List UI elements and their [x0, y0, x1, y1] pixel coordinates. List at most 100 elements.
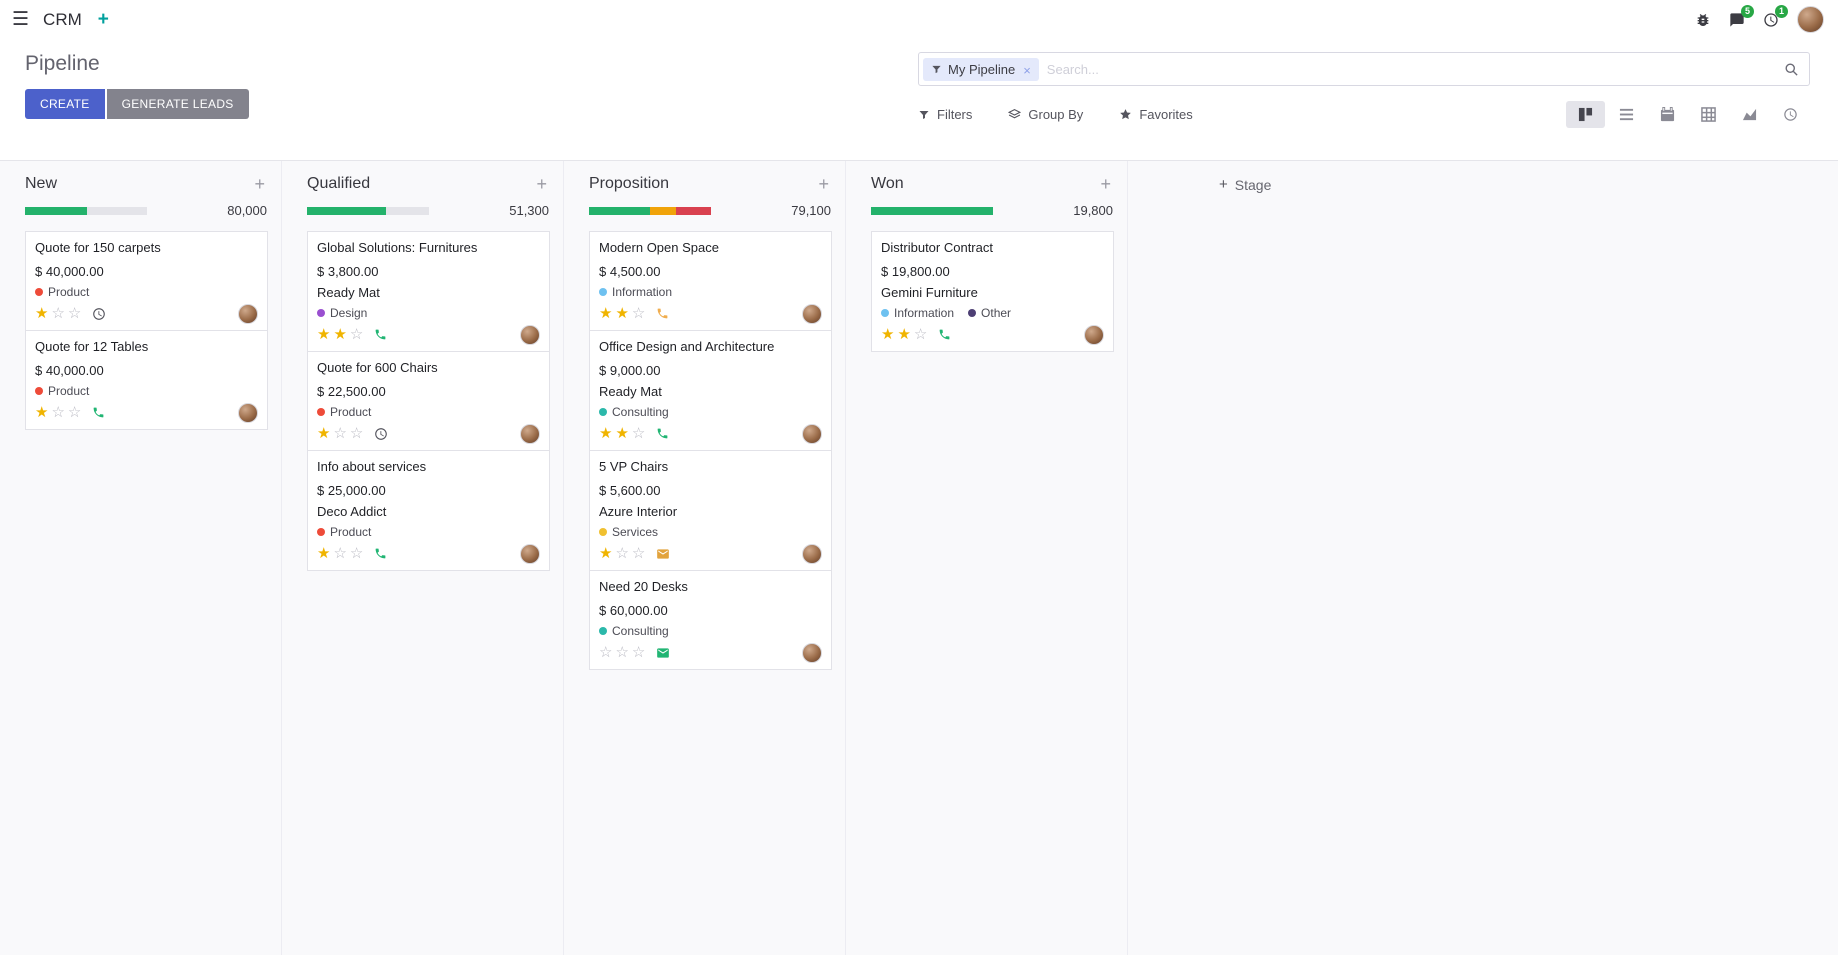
kanban-card[interactable]: Quote for 600 Chairs $ 22,500.00 Product… — [307, 350, 550, 451]
phone-activity-icon[interactable] — [656, 427, 669, 440]
column-progressbar[interactable] — [25, 206, 147, 215]
filters-menu[interactable]: Filters — [918, 107, 972, 122]
view-activity-button[interactable] — [1771, 101, 1810, 128]
star-empty-icon[interactable]: ☆ — [631, 425, 646, 443]
view-calendar-button[interactable] — [1648, 101, 1687, 128]
star-empty-icon[interactable]: ☆ — [333, 545, 347, 563]
column-quick-add-icon[interactable]: + — [254, 174, 265, 194]
star-empty-icon[interactable]: ☆ — [913, 326, 928, 344]
debug-bug-icon[interactable] — [1695, 12, 1711, 28]
phone-activity-icon[interactable] — [374, 547, 387, 560]
kanban-card[interactable]: Global Solutions: Furnitures $ 3,800.00 … — [307, 231, 550, 352]
progress-segment[interactable] — [675, 206, 711, 215]
generate-leads-button[interactable]: GENERATE LEADS — [106, 89, 249, 119]
view-kanban-button[interactable] — [1566, 101, 1605, 128]
star-filled-icon[interactable]: ★ — [317, 545, 331, 563]
column-progressbar[interactable] — [307, 206, 429, 215]
kanban-card[interactable]: Quote for 150 carpets $ 40,000.00 Produc… — [25, 231, 268, 331]
kanban-card[interactable]: Need 20 Desks $ 60,000.00 Consulting ☆ ☆ ☆ — [589, 569, 832, 670]
progress-segment[interactable] — [871, 206, 993, 215]
kanban-card[interactable]: Quote for 12 Tables $ 40,000.00 Product … — [25, 329, 268, 430]
star-empty-icon[interactable]: ☆ — [67, 404, 82, 422]
column-title[interactable]: Proposition — [589, 175, 670, 192]
column-quick-add-icon[interactable]: + — [1100, 174, 1111, 194]
card-assignee-avatar[interactable] — [520, 324, 540, 345]
star-filled-icon[interactable]: ★ — [599, 425, 613, 443]
kanban-card[interactable]: Distributor Contract $ 19,800.00 Gemini … — [871, 231, 1114, 352]
star-empty-icon[interactable]: ☆ — [349, 425, 364, 443]
star-filled-icon[interactable]: ★ — [317, 326, 331, 344]
column-title[interactable]: Qualified — [307, 175, 371, 192]
view-pivot-button[interactable] — [1689, 101, 1728, 128]
phone-activity-icon[interactable] — [656, 307, 669, 320]
star-empty-icon[interactable]: ☆ — [51, 305, 65, 323]
user-avatar[interactable] — [1797, 6, 1824, 33]
phone-activity-icon[interactable] — [92, 406, 105, 419]
star-filled-icon[interactable]: ★ — [35, 404, 49, 422]
facet-close-icon[interactable]: × — [1023, 62, 1031, 78]
star-empty-icon[interactable]: ☆ — [333, 425, 347, 443]
envelope-activity-icon[interactable] — [656, 646, 670, 660]
search-icon[interactable] — [1784, 62, 1799, 77]
card-assignee-avatar[interactable] — [802, 303, 822, 324]
star-empty-icon[interactable]: ☆ — [599, 644, 613, 662]
kanban-card[interactable]: Info about services $ 25,000.00 Deco Add… — [307, 449, 550, 571]
column-title[interactable]: New — [25, 175, 58, 192]
kanban-card[interactable]: Office Design and Architecture $ 9,000.0… — [589, 329, 832, 451]
star-filled-icon[interactable]: ★ — [317, 425, 331, 443]
favorites-menu[interactable]: Favorites — [1119, 107, 1193, 122]
activities-clock-icon[interactable]: 1 — [1763, 4, 1788, 28]
star-empty-icon[interactable]: ☆ — [615, 545, 629, 563]
messages-icon[interactable]: 5 — [1729, 4, 1754, 28]
column-progressbar[interactable] — [589, 206, 711, 215]
star-empty-icon[interactable]: ☆ — [349, 326, 364, 344]
star-empty-icon[interactable]: ☆ — [631, 305, 646, 323]
star-filled-icon[interactable]: ★ — [615, 425, 629, 443]
view-list-button[interactable] — [1607, 101, 1646, 128]
app-name[interactable]: CRM — [43, 9, 82, 29]
column-quick-add-icon[interactable]: + — [818, 174, 829, 194]
star-filled-icon[interactable]: ★ — [35, 305, 49, 323]
search-input[interactable] — [1046, 61, 1784, 77]
phone-activity-icon[interactable] — [938, 328, 951, 341]
quick-create-plus-icon[interactable]: + — [97, 8, 109, 30]
progress-segment[interactable] — [589, 206, 650, 215]
star-filled-icon[interactable]: ★ — [897, 326, 911, 344]
card-assignee-avatar[interactable] — [520, 423, 540, 444]
star-empty-icon[interactable]: ☆ — [349, 545, 364, 563]
card-assignee-avatar[interactable] — [802, 423, 822, 444]
star-empty-icon[interactable]: ☆ — [51, 404, 65, 422]
clock-activity-icon[interactable] — [374, 427, 388, 441]
star-filled-icon[interactable]: ★ — [333, 326, 347, 344]
card-assignee-avatar[interactable] — [238, 402, 258, 423]
column-quick-add-icon[interactable]: + — [536, 174, 547, 194]
star-filled-icon[interactable]: ★ — [615, 305, 629, 323]
card-assignee-avatar[interactable] — [802, 642, 822, 663]
card-assignee-avatar[interactable] — [238, 303, 258, 324]
star-filled-icon[interactable]: ★ — [599, 545, 613, 563]
star-empty-icon[interactable]: ☆ — [631, 644, 646, 662]
progress-segment[interactable] — [25, 206, 88, 215]
view-graph-button[interactable] — [1730, 101, 1769, 128]
star-filled-icon[interactable]: ★ — [881, 326, 895, 344]
add-stage-button[interactable]: + Stage — [1219, 176, 1271, 193]
search-facet-my-pipeline[interactable]: My Pipeline × — [923, 57, 1039, 81]
card-assignee-avatar[interactable] — [520, 543, 540, 564]
progress-segment[interactable] — [307, 206, 387, 215]
star-empty-icon[interactable]: ☆ — [615, 644, 629, 662]
hamburger-menu-icon[interactable]: ☰ — [12, 9, 30, 30]
star-empty-icon[interactable]: ☆ — [67, 305, 82, 323]
envelope-activity-icon[interactable] — [656, 547, 670, 561]
group-by-menu[interactable]: Group By — [1008, 107, 1083, 122]
progress-segment[interactable] — [650, 206, 676, 215]
clock-activity-icon[interactable] — [92, 307, 106, 321]
column-progressbar[interactable] — [871, 206, 993, 215]
kanban-card[interactable]: Modern Open Space $ 4,500.00 Information… — [589, 231, 832, 331]
column-title[interactable]: Won — [871, 175, 904, 192]
kanban-card[interactable]: 5 VP Chairs $ 5,600.00 Azure Interior Se… — [589, 449, 832, 571]
star-empty-icon[interactable]: ☆ — [631, 545, 646, 563]
phone-activity-icon[interactable] — [374, 328, 387, 341]
star-filled-icon[interactable]: ★ — [599, 305, 613, 323]
card-assignee-avatar[interactable] — [802, 543, 822, 564]
card-assignee-avatar[interactable] — [1084, 324, 1104, 345]
